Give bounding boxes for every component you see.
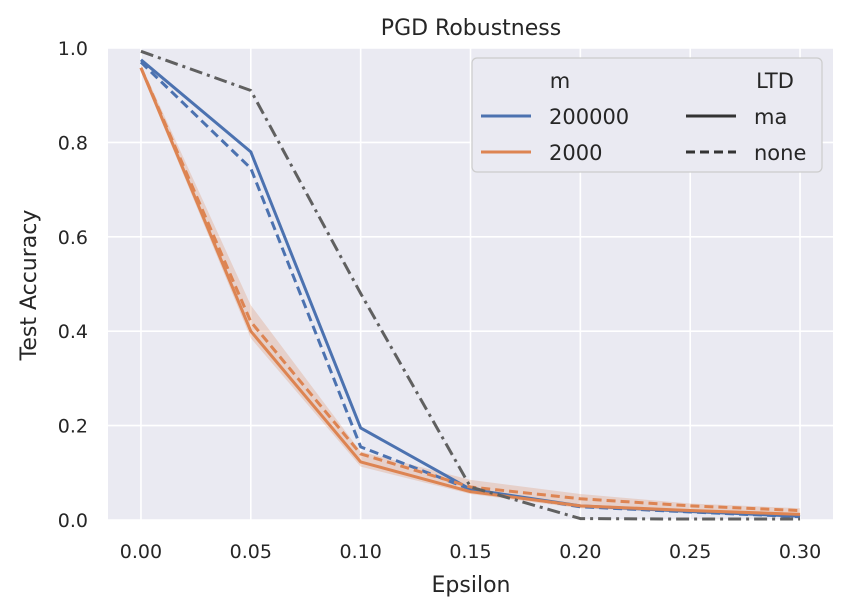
legend-label: ma [754,105,787,129]
legend: m 200000 2000 LTD ma none [471,57,823,173]
legend-label: 2000 [549,141,602,165]
x-tick-label: 0.05 [230,541,272,563]
y-axis-ticks: 0.0 0.2 0.4 0.6 0.8 1.0 [58,38,88,532]
y-tick-label: 1.0 [58,38,88,60]
x-tick-label: 0.20 [559,541,601,563]
chart-title: PGD Robustness [381,16,561,41]
series-line [139,67,801,516]
y-tick-label: 0.8 [58,132,88,154]
series-line [139,67,801,513]
y-tick-label: 0.4 [58,321,88,343]
x-tick-label: 0.00 [120,541,162,563]
y-tick-label: 0.0 [58,510,88,532]
legend-label: 200000 [549,105,629,129]
y-tick-label: 0.6 [58,227,88,249]
x-tick-label: 0.10 [339,541,381,563]
series-lines [139,49,801,521]
legend-box [471,57,823,173]
y-tick-label: 0.2 [58,416,88,438]
legend-title-ltd: LTD [756,69,794,93]
x-tick-label: 0.25 [669,541,711,563]
legend-label: none [754,141,806,165]
x-tick-label: 0.15 [449,541,491,563]
grid-lines [108,47,833,521]
legend-title-m: m [550,69,570,93]
x-axis-label: Epsilon [432,573,511,598]
x-axis-ticks: 0.00 0.05 0.10 0.15 0.20 0.25 0.30 [120,541,821,563]
y-axis-label: Test Accuracy [17,210,42,362]
x-tick-label: 0.30 [779,541,821,563]
series-line [140,49,801,521]
